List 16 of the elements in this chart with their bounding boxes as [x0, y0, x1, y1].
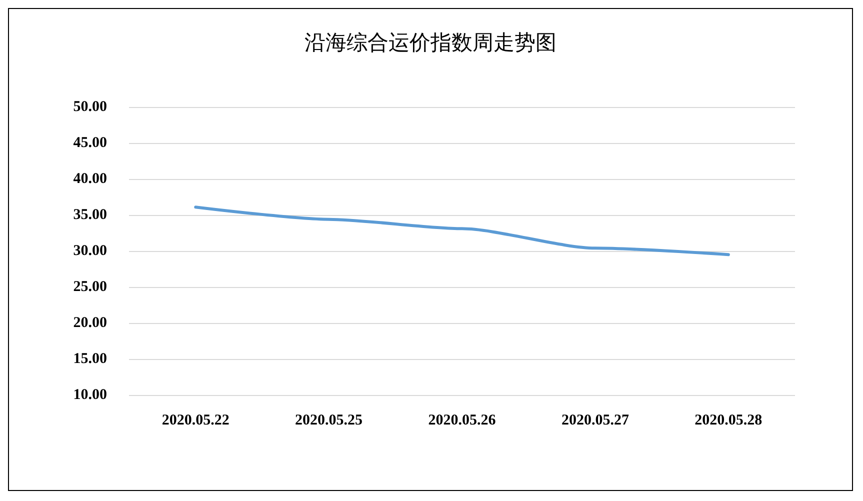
y-tick-label: 20.00: [73, 315, 107, 331]
chart-title: 沿海综合运价指数周走势图: [304, 30, 556, 54]
line-series: [194, 206, 730, 256]
y-tick-label: 15.00: [73, 351, 107, 367]
y-tick-label: 50.00: [73, 99, 107, 115]
y-tick-label: 30.00: [73, 243, 107, 259]
x-tick-label: 2020.05.26: [428, 412, 496, 428]
x-tick-label: 2020.05.25: [295, 412, 363, 428]
y-tick-label: 40.00: [73, 171, 107, 187]
x-tick-label: 2020.05.28: [694, 412, 762, 428]
y-tick-label: 10.00: [73, 387, 107, 403]
x-tick-label: 2020.05.27: [561, 412, 630, 428]
x-tick-label: 2020.05.22: [162, 412, 230, 428]
y-tick-label: 45.00: [73, 135, 107, 151]
y-tick-label: 25.00: [73, 279, 107, 295]
y-tick-label: 35.00: [73, 207, 107, 223]
